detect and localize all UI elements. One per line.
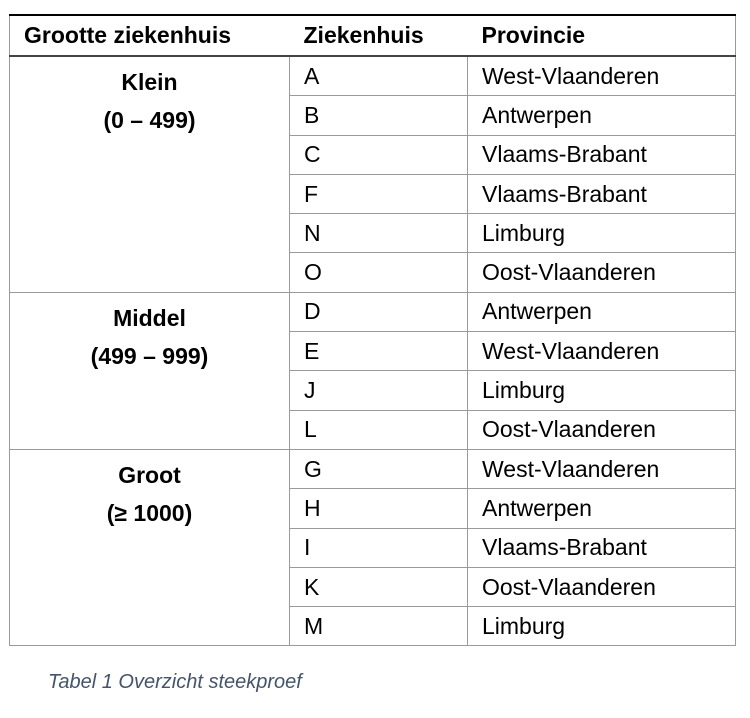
- table-header: Grootte ziekenhuis Ziekenhuis Provincie: [9, 14, 736, 57]
- table-row: Groot (≥ 1000) G West-Vlaanderen: [9, 448, 736, 647]
- province-cell: West-Vlaanderen: [467, 331, 736, 372]
- province-cell: Oost-Vlaanderen: [467, 409, 736, 450]
- hospital-cell: F: [289, 173, 468, 215]
- province-cell: West-Vlaanderen: [467, 55, 736, 97]
- hospital-cell: K: [289, 566, 468, 608]
- table-row: H Antwerpen: [10, 488, 736, 529]
- table-row: C Vlaams-Brabant: [10, 134, 736, 175]
- hospital-cell: I: [289, 527, 468, 568]
- table-row: Middel (499 – 999) D Antwerpen: [9, 291, 736, 450]
- group-range: (0 – 499): [103, 107, 196, 133]
- group-name: Middel: [113, 304, 186, 331]
- hospital-cell: N: [289, 213, 468, 254]
- hospital-cell: M: [289, 606, 468, 647]
- province-cell: Vlaams-Brabant: [467, 134, 736, 175]
- header-cell: Ziekenhuis: [289, 14, 468, 57]
- table-row: B Antwerpen: [10, 95, 736, 136]
- province-cell: West-Vlaanderen: [467, 448, 736, 490]
- hospital-cell: G: [289, 448, 468, 490]
- table-caption: Tabel 1 Overzicht steekproef: [48, 671, 302, 693]
- group-cell: Groot (≥ 1000): [9, 448, 290, 647]
- hospital-cell: C: [289, 134, 468, 175]
- data-table: Grootte ziekenhuis Ziekenhuis Provincie …: [9, 14, 736, 647]
- province-cell: Limburg: [467, 213, 736, 254]
- group-name: Groot: [118, 461, 181, 488]
- hospital-cell: D: [289, 291, 468, 333]
- table-row: M Limburg: [10, 606, 736, 647]
- header-cell: Provincie: [467, 14, 736, 57]
- header-cell: Grootte ziekenhuis: [9, 14, 290, 57]
- table-row: J Limburg: [10, 370, 736, 411]
- province-cell: Limburg: [467, 370, 736, 411]
- table-row: E West-Vlaanderen: [10, 331, 736, 372]
- province-cell: Antwerpen: [467, 291, 736, 333]
- table-row: F Vlaams-Brabant: [10, 173, 736, 215]
- group-cell: Middel (499 – 999): [9, 291, 290, 450]
- province-cell: Vlaams-Brabant: [467, 173, 736, 215]
- hospital-cell: H: [289, 488, 468, 529]
- group-range: (499 – 999): [90, 342, 209, 369]
- group-cell: Klein (0 – 499): [9, 55, 290, 293]
- hospital-cell: O: [289, 252, 468, 293]
- table-row: K Oost-Vlaanderen: [10, 566, 736, 608]
- province-cell: Vlaams-Brabant: [467, 527, 736, 568]
- hospital-cell: L: [289, 409, 468, 450]
- hospital-cell: A: [289, 55, 468, 97]
- table-row: I Vlaams-Brabant: [10, 527, 736, 568]
- province-cell: Oost-Vlaanderen: [467, 566, 736, 608]
- table-row: L Oost-Vlaanderen: [10, 409, 736, 450]
- province-cell: Antwerpen: [467, 488, 736, 529]
- hospital-cell: E: [289, 331, 468, 372]
- province-cell: Antwerpen: [467, 95, 736, 136]
- group-name: Klein: [121, 69, 178, 95]
- header-row: Grootte ziekenhuis Ziekenhuis Provincie: [9, 14, 736, 57]
- hospital-cell: B: [289, 95, 468, 136]
- hospital-cell: J: [289, 370, 468, 411]
- table-body: Klein (0 – 499) A West-Vlaanderen B Antwerpen…: [9, 55, 736, 647]
- province-cell: Limburg: [467, 606, 736, 647]
- group-range: (≥ 1000): [106, 499, 193, 526]
- province-cell: Oost-Vlaanderen: [467, 252, 736, 293]
- table-row: Klein (0 – 499) A West-Vlaanderen: [9, 55, 736, 293]
